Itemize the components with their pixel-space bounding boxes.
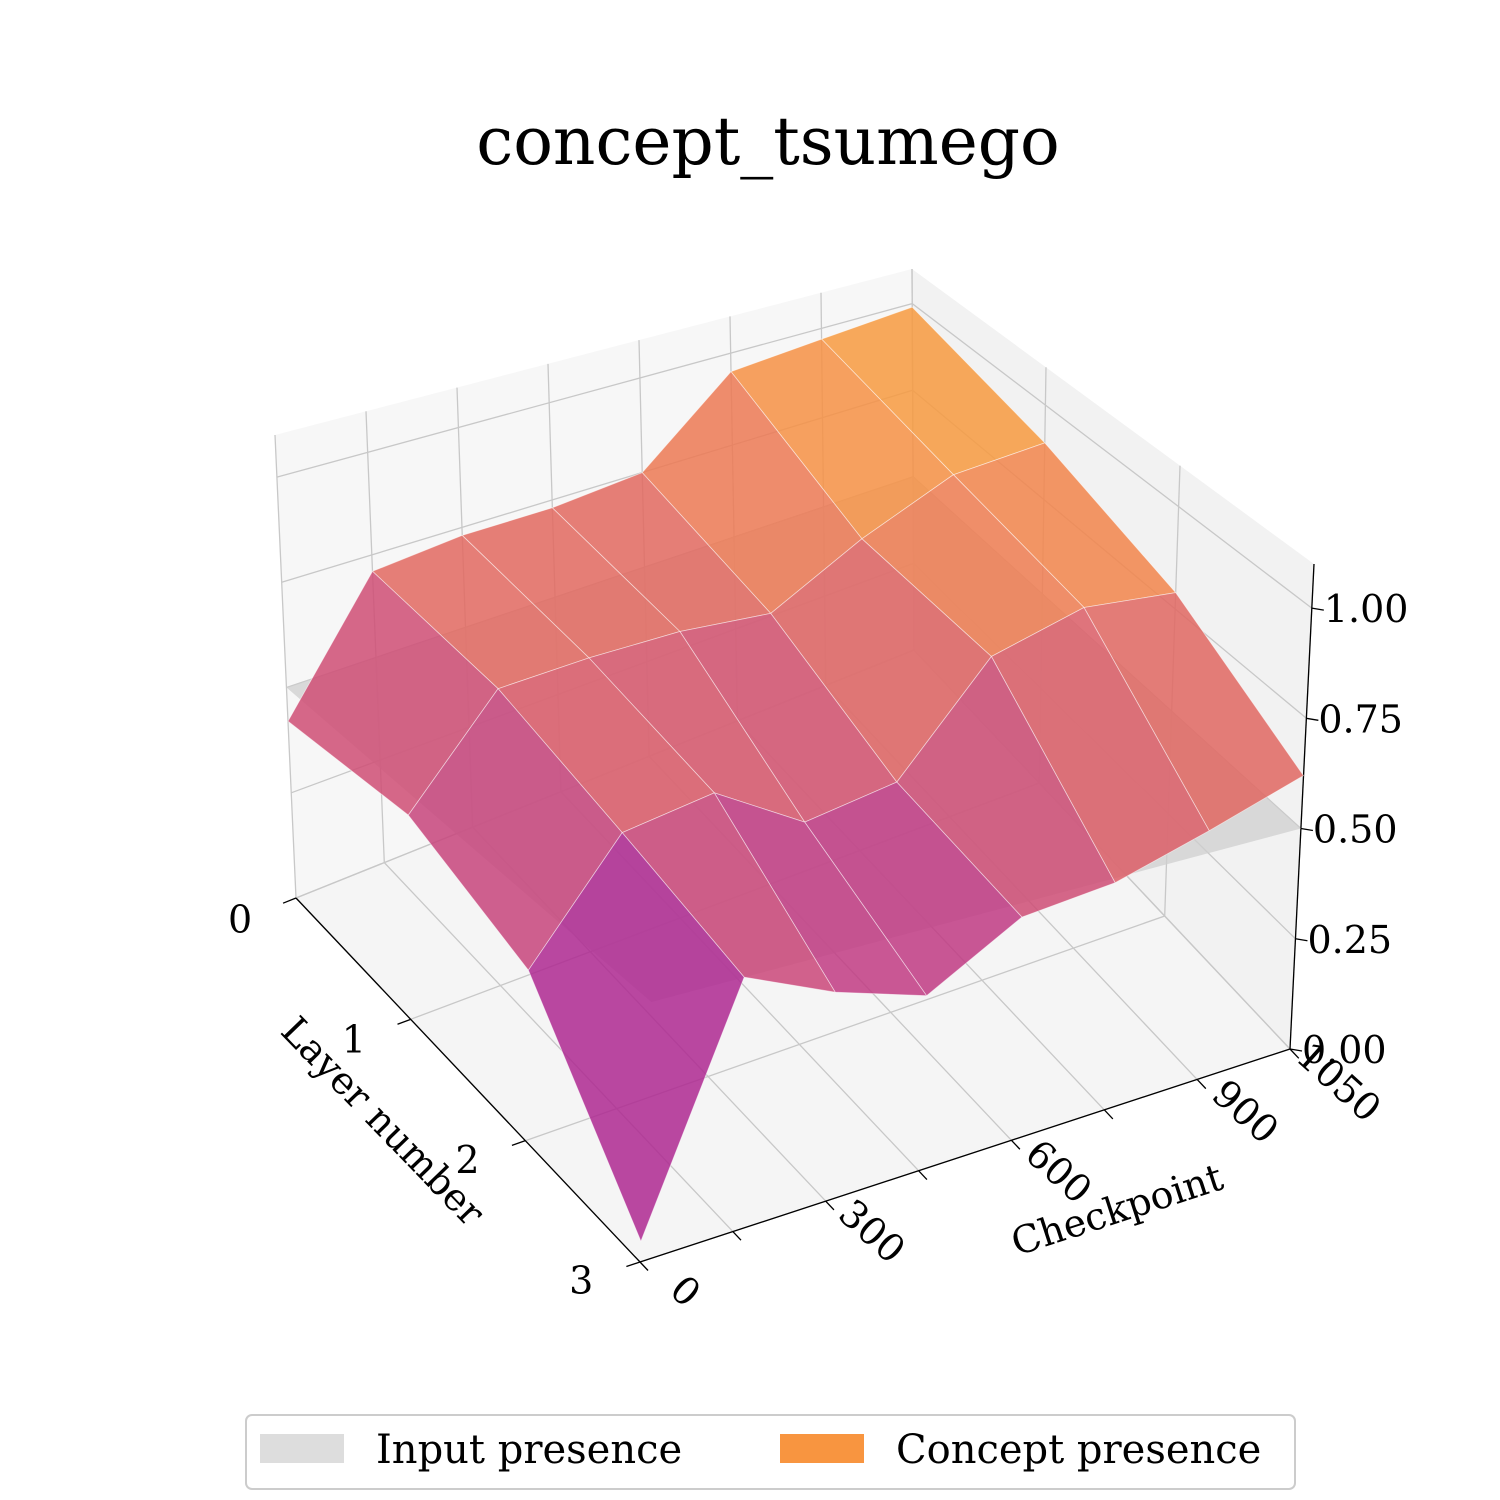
grid-line-z [276,302,1313,609]
z-axis-line [1289,563,1315,1050]
chart-title: concept_tsumego [476,103,1060,180]
z-tick-mark [1295,938,1308,942]
x-tick-mark [918,1170,928,1181]
legend-label-concept-presence: Concept presence [896,1427,1261,1473]
x-tick-label: 900 [1204,1071,1287,1152]
y-axis-line [295,897,641,1263]
legend: Input presence Concept presence [245,1414,1296,1490]
y-tick-mark [397,1018,411,1025]
axis-lines [282,563,1324,1271]
z-tick-label: 0.00 [1302,1028,1387,1072]
legend-swatch-input-presence [260,1434,344,1463]
z-tick-label: 1.00 [1324,587,1409,631]
z-tick-mark [1311,607,1324,611]
y-tick-label: 0 [228,897,252,941]
z-tick-mark [1289,1048,1303,1052]
y-tick-mark [282,897,297,904]
y-tick-mark [626,1261,641,1268]
x-tick-mark [639,1261,649,1271]
concept-presence-surface [287,306,1305,1243]
z-tick-label: 0.25 [1307,918,1392,962]
surface-patch [527,831,745,1243]
x-tick-mark [825,1200,835,1211]
x-axis-line [639,1048,1291,1263]
legend-frame [245,1414,1296,1490]
legend-label-input-presence: Input presence [376,1427,682,1473]
z-tick-label: 0.75 [1318,697,1403,741]
x-tick-mark [1196,1078,1207,1090]
x-tick-mark [1289,1048,1300,1059]
y-tick-mark [511,1140,526,1146]
y-tick-label: 3 [569,1258,593,1302]
x-tick-mark [1103,1109,1114,1120]
z-tick-mark [1300,827,1314,832]
y-tick-label: 1 [342,1018,366,1062]
x-tick-label: 300 [830,1191,913,1272]
x-tick-label: 0 [662,1267,709,1316]
z-tick-label: 0.50 [1313,808,1398,852]
x-tick-mark [1010,1139,1021,1150]
x-tick-mark [732,1231,742,1241]
z-tick-mark [1306,717,1319,721]
y-tick-label: 2 [455,1138,479,1182]
legend-swatch-concept-presence [780,1434,864,1463]
